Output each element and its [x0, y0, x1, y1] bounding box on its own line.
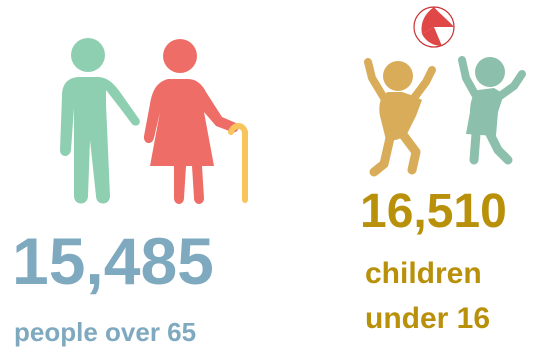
- elderly-label: people over 65: [14, 317, 197, 347]
- children-label-line1: children: [365, 257, 482, 290]
- children-label-line2: under 16: [365, 302, 491, 335]
- elderly-man-figure: [60, 38, 140, 204]
- child-figure-left: [364, 58, 436, 177]
- child-figure-right: [458, 56, 526, 165]
- cane-icon: [228, 123, 248, 203]
- children-count: 16,510: [360, 185, 507, 238]
- beach-ball-icon: [413, 6, 455, 48]
- elderly-count: 15,485: [12, 224, 214, 298]
- elderly-woman-figure: [143, 39, 239, 204]
